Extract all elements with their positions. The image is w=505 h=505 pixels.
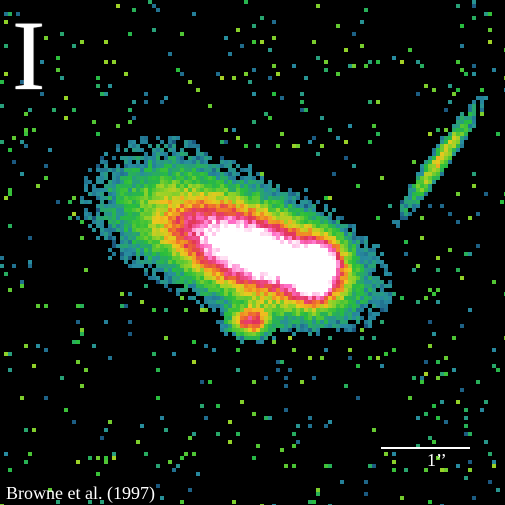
credit-text: Browne et al. (1997) — [6, 483, 155, 503]
scale-bar — [381, 447, 470, 449]
scale-label: 1’’ — [427, 450, 447, 470]
band-label: I — [12, 0, 46, 111]
